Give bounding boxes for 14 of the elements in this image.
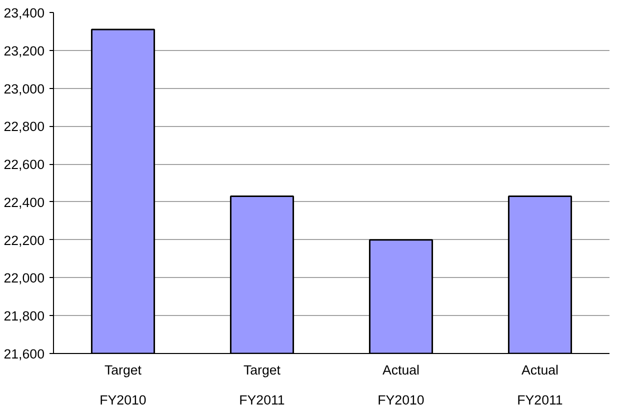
x-tick-label: Actual FY2011 <box>517 362 563 408</box>
y-tick-label: 23,200 <box>4 43 44 58</box>
y-tick-label: 22,800 <box>4 119 44 134</box>
x-tick-label: Actual FY2010 <box>378 362 424 408</box>
y-tick-label: 22,400 <box>4 194 44 210</box>
y-tick-label: 23,000 <box>4 81 44 96</box>
x-tick-label: Target FY2010 <box>100 362 146 408</box>
y-tick-label: 22,000 <box>4 270 44 286</box>
y-tick-label: 22,200 <box>4 232 44 248</box>
y-tick-label: 21,600 <box>4 346 44 362</box>
x-tick-label: Target FY2011 <box>239 362 285 408</box>
y-tick-label: 21,800 <box>4 308 44 324</box>
y-tick-label: 22,600 <box>4 157 44 172</box>
y-tick-label: 23,400 <box>4 6 44 20</box>
